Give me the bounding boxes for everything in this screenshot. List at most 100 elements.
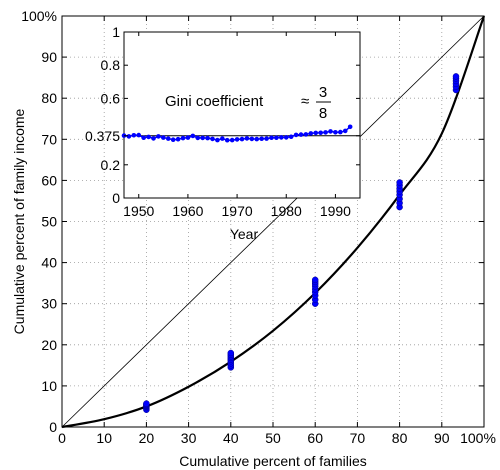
gini-point	[229, 137, 235, 143]
gini-point	[254, 136, 260, 142]
inset-x-tick-label: 1980	[271, 203, 302, 219]
x-tick-label: 100%	[460, 430, 496, 446]
gini-point	[200, 135, 205, 141]
inset-x-tick-label: 1970	[222, 203, 253, 219]
lorenz-curve	[61, 15, 486, 429]
gini-point	[288, 134, 294, 140]
gini-point	[279, 135, 284, 140]
x-tick-label: 20	[139, 430, 155, 446]
y-tick-label: 40	[41, 255, 57, 271]
gini-point	[259, 136, 264, 142]
quintile-point	[311, 276, 319, 284]
equality-line	[61, 15, 485, 428]
x-axis-title: Cumulative percent of families	[179, 453, 367, 469]
gini-point	[249, 136, 255, 142]
gini-point	[269, 135, 274, 141]
gini-point	[180, 135, 186, 141]
y-tick-label: 90	[41, 49, 57, 65]
gini-point	[303, 132, 309, 137]
x-tick-label: 60	[307, 430, 323, 446]
inset-x-tick-label: 1990	[320, 203, 351, 219]
y-tick-label: 80	[41, 90, 57, 106]
gini-point	[264, 136, 269, 141]
gini-point	[347, 124, 353, 130]
gini-point	[234, 137, 240, 142]
inset-ticks: 1950 1960 1970 1980 1990 0 0.2 0.375 0.6 0.8 1	[85, 24, 360, 219]
gini-point	[141, 135, 146, 141]
gini-point	[146, 134, 151, 140]
gini-point	[220, 136, 225, 141]
x-tick-label: 10	[96, 430, 112, 446]
quintile-point	[452, 73, 460, 80]
inset-x-axis-title: Year	[230, 226, 259, 242]
gini-point	[175, 136, 181, 142]
gini-point	[210, 136, 215, 142]
gini-point	[195, 135, 201, 141]
gini-fraction-denominator: 8	[319, 105, 327, 122]
y-tick-label: 60	[41, 172, 57, 188]
gini-point	[293, 132, 299, 138]
inset-y-tick-label: 0.8	[101, 57, 121, 73]
y-tick-label: 0	[49, 419, 57, 435]
gini-point	[126, 134, 132, 139]
gini-point	[313, 130, 319, 136]
gini-point	[165, 136, 171, 141]
gini-point	[338, 129, 343, 135]
gini-point	[318, 130, 323, 136]
gini-point	[323, 130, 328, 135]
gini-point	[283, 135, 289, 140]
inset-y-tick-label: 0	[112, 190, 120, 206]
quintile-point	[143, 400, 150, 407]
inset-y-tick-label: 0.375	[85, 128, 120, 144]
inset-background	[123, 31, 361, 199]
inset-x-tick-label: 1950	[123, 203, 154, 219]
gini-point	[215, 137, 220, 143]
gini-point	[308, 131, 314, 136]
y-axis-title: Cumulative percent of family income	[11, 108, 27, 334]
gini-point	[185, 135, 191, 140]
x-tick-label: 40	[223, 430, 239, 446]
gini-point	[161, 135, 166, 140]
quintile-point	[396, 179, 403, 186]
inset-chart: 1950 1960 1970 1980 1990 0 0.2 0.375 0.6 0.8 1 Yea…	[85, 24, 361, 242]
x-tick-label: 80	[392, 430, 408, 446]
gini-point	[274, 135, 279, 141]
gini-point	[131, 132, 137, 138]
x-tick-label: 0	[58, 430, 66, 446]
y-tick-label: 50	[41, 214, 57, 230]
inset-y-tick-label: 0.2	[101, 157, 121, 173]
x-tick-label: 30	[181, 430, 197, 446]
gini-point	[190, 133, 196, 139]
y-tick-label: 20	[41, 337, 57, 353]
y-tick-label: 100%	[21, 8, 57, 24]
gini-annotation: Gini coefficient	[165, 93, 264, 110]
gini-point	[156, 134, 161, 139]
gini-point	[239, 136, 245, 142]
gini-point	[170, 137, 176, 143]
gini-fraction-numerator: 3	[319, 84, 327, 101]
y-tick-label: 10	[41, 378, 57, 394]
gini-point	[342, 128, 348, 134]
gini-point	[224, 137, 230, 143]
gini-point	[333, 129, 338, 135]
y-tick-label: 70	[41, 131, 57, 147]
gini-approx-sign: ≈	[301, 93, 309, 110]
quintile-point	[227, 349, 235, 357]
gini-point	[136, 132, 142, 138]
inset-y-tick-label: 1	[112, 24, 120, 40]
inset-y-tick-label: 0.6	[101, 90, 121, 106]
gini-points	[121, 124, 353, 143]
gini-point	[151, 136, 156, 141]
gini-point	[205, 135, 210, 141]
x-tick-label: 70	[350, 430, 366, 446]
y-tick-label: 30	[41, 296, 57, 312]
x-tick-label: 90	[434, 430, 450, 446]
gini-point	[328, 129, 333, 134]
inset-x-tick-label: 1960	[172, 203, 203, 219]
gini-point	[244, 136, 250, 141]
x-tick-label: 50	[265, 430, 281, 446]
main-points	[143, 73, 460, 413]
main-ticks: 0 10 20 30 40 50 60 70 80 90 100%01020304050607080…	[21, 8, 496, 446]
gini-point	[298, 132, 304, 137]
